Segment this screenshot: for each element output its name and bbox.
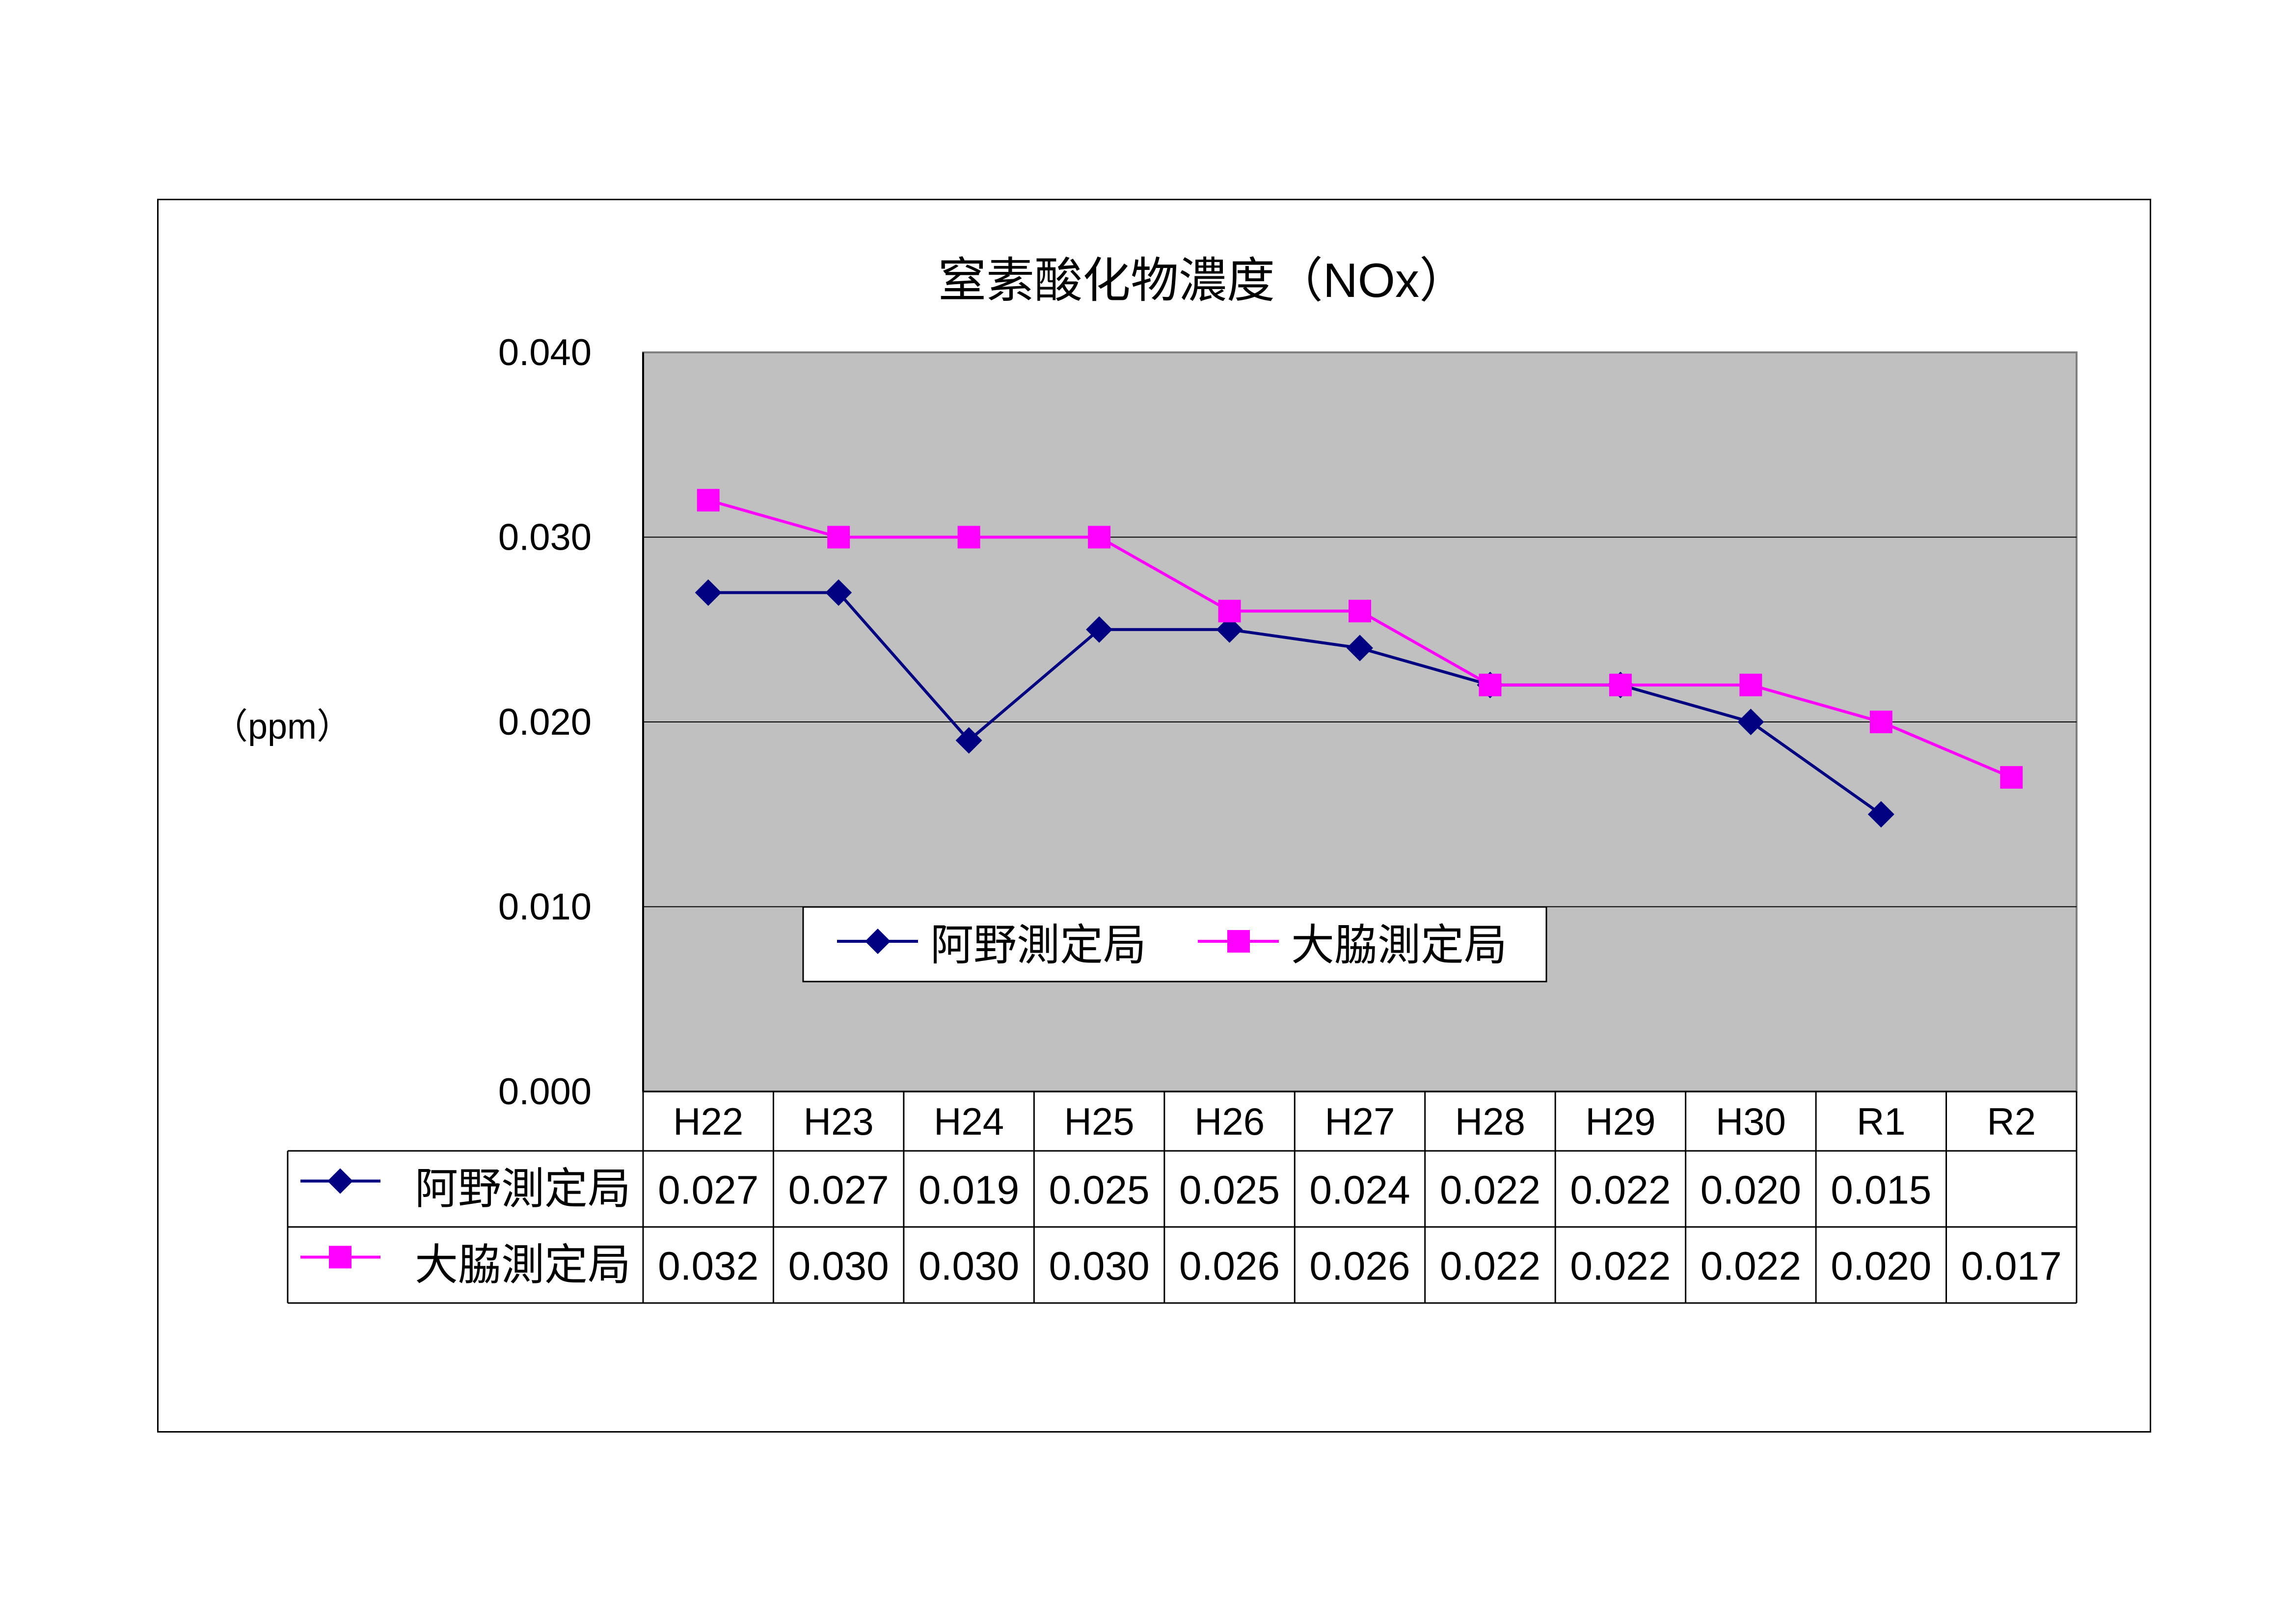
data-point	[1869, 711, 1892, 733]
data-label: 0.026	[1309, 1244, 1410, 1289]
legend: 阿野測定局 大脇測定局	[802, 906, 1547, 983]
table-series-name: 大脇測定局	[415, 1241, 631, 1289]
plot-area: 0.000 0.010 0.020 0.030 0.040	[498, 332, 2078, 1113]
data-label: 0.015	[1831, 1168, 1931, 1213]
data-point	[1739, 673, 1762, 696]
data-point	[1867, 801, 1894, 828]
data-label: 0.026	[1179, 1244, 1280, 1289]
data-label: 0.030	[1049, 1244, 1149, 1289]
data-point	[1086, 616, 1113, 643]
data-table: H22 H23 H24 H25 H26 H27 H28 H29 H30 R1 R2 阿野測定局 0.02…	[287, 1091, 2078, 1304]
data-label: 0.022	[1701, 1244, 1801, 1289]
data-point	[1216, 616, 1243, 643]
data-label: 0.017	[1961, 1244, 2062, 1289]
data-point	[1347, 635, 1373, 662]
data-label: 0.032	[658, 1244, 758, 1289]
series-line-0	[708, 591, 1882, 816]
data-label: 0.020	[1701, 1168, 1801, 1213]
data-point	[1737, 709, 1764, 735]
y-tick-label: 0.020	[498, 701, 592, 743]
data-label: 0.022	[1570, 1244, 1671, 1289]
data-label: 0.025	[1179, 1168, 1280, 1213]
data-point	[1349, 600, 1371, 623]
x-tick-label: R1	[1857, 1100, 1906, 1143]
data-label: 0.022	[1440, 1244, 1540, 1289]
table-series-name: 阿野測定局	[415, 1165, 631, 1213]
data-point	[2000, 766, 2023, 789]
data-point	[1088, 526, 1111, 549]
data-label: 0.019	[918, 1168, 1019, 1213]
legend-entry-label: 大脇測定局	[1291, 921, 1507, 969]
y-tick-label: 0.010	[498, 886, 592, 928]
data-label: 0.027	[658, 1168, 758, 1213]
data-point	[827, 526, 850, 549]
x-tick-label: H23	[804, 1100, 874, 1143]
data-point	[1218, 600, 1241, 623]
y-tick-label: 0.030	[498, 517, 592, 559]
chart-title: 窒素酸化物濃度（NOx）	[938, 253, 1467, 307]
data-point	[1479, 673, 1502, 696]
x-tick-label: H28	[1455, 1100, 1525, 1143]
x-tick-label: H22	[673, 1100, 743, 1143]
x-tick-label: H25	[1064, 1100, 1134, 1143]
data-point	[697, 489, 720, 512]
data-point	[955, 727, 982, 754]
data-label: 0.025	[1049, 1168, 1149, 1213]
data-point	[957, 526, 980, 549]
data-label: 0.030	[788, 1244, 889, 1289]
data-label: 0.020	[1831, 1244, 1931, 1289]
legend-key-marker	[865, 929, 891, 954]
x-tick-label: H29	[1585, 1100, 1655, 1143]
table-key-marker	[329, 1246, 351, 1269]
data-point	[1609, 673, 1632, 696]
legend-box	[802, 906, 1547, 983]
data-point	[825, 579, 852, 606]
data-label: 0.030	[918, 1244, 1019, 1289]
data-label: 0.027	[788, 1168, 889, 1213]
data-label: 0.024	[1309, 1168, 1410, 1213]
x-tick-label: R2	[1987, 1100, 2036, 1143]
y-axis-label: （ppm）	[213, 707, 352, 746]
x-tick-label: H27	[1324, 1100, 1395, 1143]
x-tick-label: H30	[1716, 1100, 1786, 1143]
y-tick-label: 0.000	[498, 1071, 592, 1113]
legend-key-marker	[1227, 930, 1250, 953]
data-label: 0.022	[1440, 1168, 1540, 1213]
y-tick-label: 0.040	[498, 332, 592, 373]
legend-entry-label: 阿野測定局	[930, 921, 1146, 969]
data-label: 0.022	[1570, 1168, 1671, 1213]
x-tick-label: H26	[1194, 1100, 1265, 1143]
data-point	[695, 579, 722, 606]
table-key-marker	[327, 1168, 353, 1194]
x-tick-label: H24	[934, 1100, 1004, 1143]
